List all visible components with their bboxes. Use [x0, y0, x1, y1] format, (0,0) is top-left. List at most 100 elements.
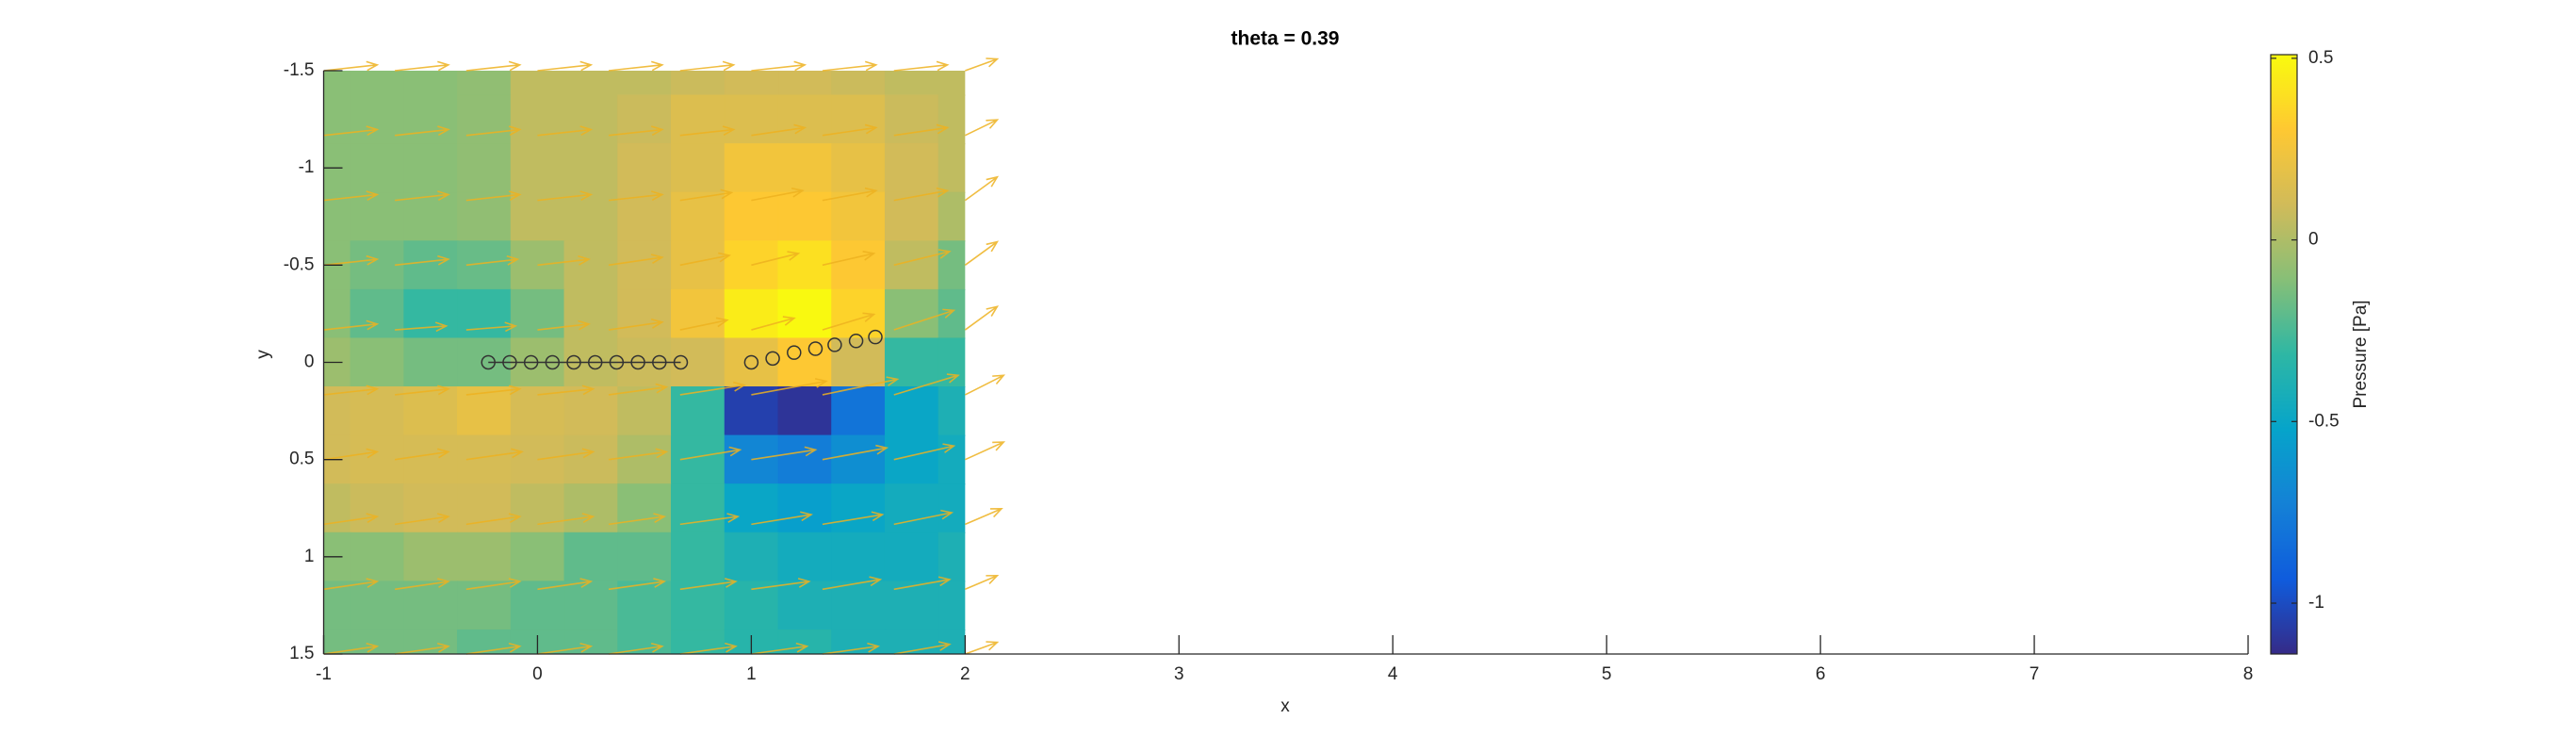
field-cell	[937, 483, 966, 533]
quiver-arrow	[608, 318, 664, 331]
quiver-arrow	[465, 125, 522, 137]
field-cell	[457, 483, 512, 533]
field-cell	[403, 581, 459, 631]
field-cell	[617, 71, 673, 96]
field-cell	[724, 483, 779, 533]
quiver-arrow	[893, 373, 960, 396]
quiver-arrow	[465, 190, 522, 202]
x-tick-label: 6	[1816, 664, 1826, 684]
field-cell	[457, 581, 512, 631]
x-axis-label: x	[1280, 696, 1290, 716]
quiver-arrow	[964, 175, 1000, 202]
field-cell	[831, 240, 887, 290]
marker	[545, 354, 561, 370]
quiver-arrow	[537, 319, 591, 331]
quiver-arrow	[465, 578, 522, 591]
quiver-arrow	[893, 187, 950, 202]
quiver-arrow	[537, 60, 594, 72]
quiver-arrow	[893, 509, 954, 526]
field-cell	[617, 483, 673, 533]
colorbar-tick-label: 0.5	[2308, 48, 2333, 68]
field-cell	[350, 483, 405, 533]
x-tick-label: 3	[1174, 664, 1184, 684]
field-cell	[403, 94, 459, 145]
x-tick-label: 5	[1602, 664, 1612, 684]
quiver-arrow	[394, 448, 450, 461]
quiver-arrow	[465, 513, 522, 526]
quiver-arrow	[395, 321, 448, 333]
field-cell	[671, 483, 726, 533]
marker	[609, 354, 625, 370]
field-cell	[510, 288, 565, 339]
field-cell	[884, 71, 939, 96]
field-cell	[457, 386, 512, 436]
quiver-arrow	[608, 190, 664, 202]
quiver-arrow	[323, 578, 380, 591]
field-cell	[831, 532, 887, 582]
field-cell	[884, 629, 939, 654]
field-cell	[831, 434, 887, 485]
quiver-arrow	[465, 384, 522, 396]
field-cell	[671, 532, 726, 582]
quiver-arrow	[608, 60, 664, 72]
field-cell	[884, 483, 939, 533]
chart-title: theta = 0.39	[1231, 28, 1340, 50]
field-cell	[831, 581, 887, 631]
quiver-arrow	[537, 384, 595, 396]
quiver-arrow	[751, 251, 801, 267]
field-cell	[350, 532, 405, 582]
field-cell	[350, 71, 405, 96]
y-tick-label: -1	[299, 157, 315, 177]
field-cell	[510, 94, 565, 145]
quiver-arrow	[537, 642, 594, 655]
field-cell	[937, 386, 966, 436]
colorbar-tick-label: -0.5	[2308, 411, 2340, 431]
quiver-arrow	[893, 443, 956, 461]
quiver-arrow	[822, 312, 876, 331]
field-cell	[457, 240, 512, 290]
field-cell	[403, 434, 459, 485]
field-cell	[510, 143, 565, 193]
quiver-arrow	[751, 60, 807, 72]
field-cell	[884, 386, 939, 436]
field-cell	[724, 94, 779, 145]
quiver-arrow	[394, 642, 450, 655]
quiver-arrow	[822, 376, 900, 396]
quiver-arrow	[537, 190, 594, 202]
field-cell	[403, 288, 459, 339]
marker	[743, 354, 759, 370]
quiver-arrow	[679, 317, 729, 331]
field-cell	[671, 240, 726, 290]
field-cell	[831, 483, 887, 533]
y-tick-label: 1	[304, 547, 315, 566]
quiver-arrow	[893, 249, 952, 267]
field-cell	[831, 71, 887, 96]
quiver-arrow	[394, 513, 450, 526]
x-tick-label: 0	[532, 664, 543, 684]
field-cell	[403, 143, 459, 193]
marker	[587, 354, 603, 370]
field-cell	[884, 191, 939, 242]
field-cell	[457, 71, 512, 96]
quiver-arrow	[822, 187, 878, 202]
field-cell	[617, 288, 673, 339]
field-cell	[884, 288, 939, 339]
x-tick-label: 1	[746, 664, 757, 684]
quiver-arrow	[679, 125, 736, 137]
quiver-arrow	[679, 252, 732, 267]
quiver-arrow	[893, 123, 950, 137]
quiver-arrow	[964, 305, 1000, 331]
quiver-arrow	[679, 60, 736, 72]
field-cell	[617, 386, 673, 436]
x-tick-label: 7	[2030, 664, 2040, 684]
field-cell	[510, 483, 565, 533]
quiver-arrow	[394, 60, 450, 72]
marker	[765, 351, 780, 367]
markers	[481, 329, 883, 370]
field-cell	[403, 483, 459, 533]
quiver-arrow	[751, 187, 805, 202]
field-cell	[403, 386, 459, 436]
quiver-arrow	[608, 383, 669, 396]
quiver-arrow	[537, 125, 594, 137]
quiver-arrow	[323, 190, 380, 202]
